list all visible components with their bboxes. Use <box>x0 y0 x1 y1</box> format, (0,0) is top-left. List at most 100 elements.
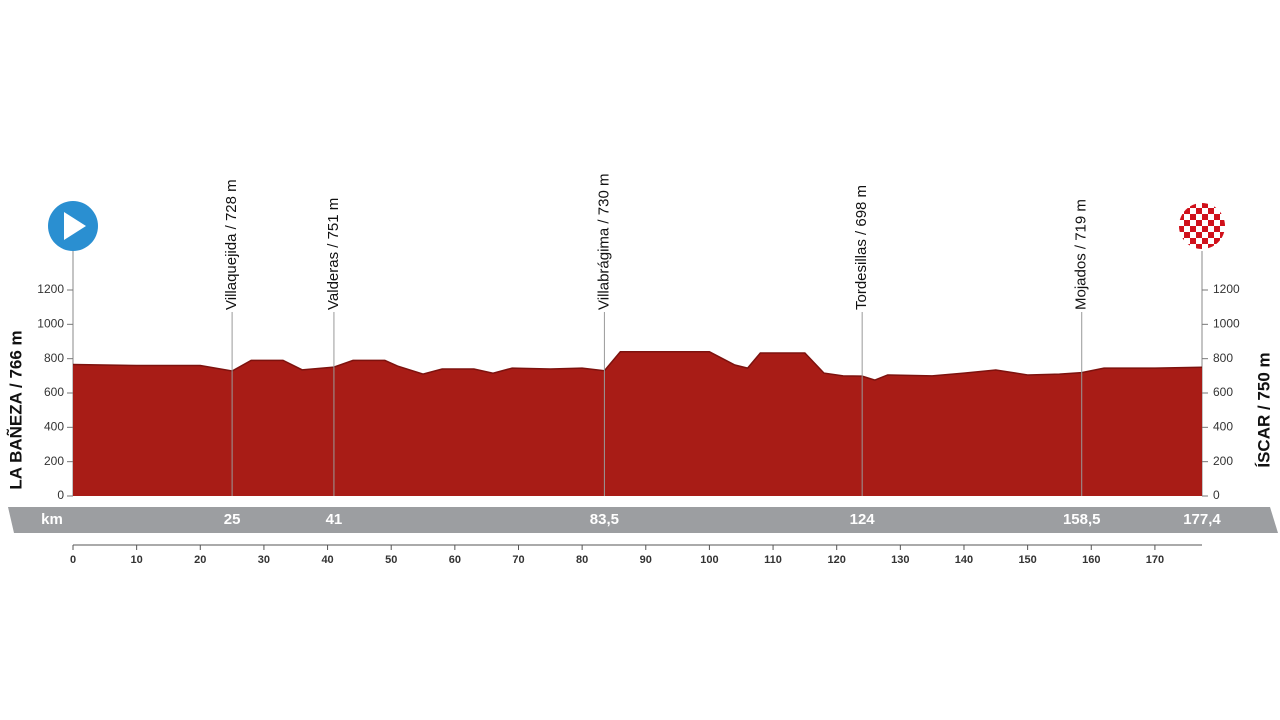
check <box>1184 238 1190 244</box>
check <box>1190 244 1196 249</box>
profile-fill <box>73 351 1202 496</box>
distance-band <box>8 507 1278 533</box>
check <box>1202 220 1208 226</box>
check <box>1196 220 1202 226</box>
check <box>1184 208 1190 214</box>
y-tick-label: 1000 <box>37 317 64 331</box>
check <box>1190 214 1196 220</box>
check <box>1208 208 1214 214</box>
y-tick-label: 400 <box>44 420 64 434</box>
check <box>1196 208 1202 214</box>
check <box>1202 226 1208 232</box>
x-tick-label: 100 <box>700 554 718 566</box>
check <box>1202 238 1208 244</box>
x-tick-label: 110 <box>764 554 782 566</box>
waypoint-name: Tordesillas / 698 m <box>853 185 870 310</box>
y2-tick-label: 400 <box>1213 420 1233 434</box>
x-tick-label: 120 <box>828 554 846 566</box>
check <box>1208 220 1214 226</box>
check <box>1220 220 1225 226</box>
y-tick-label: 1200 <box>37 282 64 296</box>
x-tick-label: 160 <box>1082 554 1100 566</box>
check <box>1208 226 1214 232</box>
x-tick-label: 60 <box>449 554 461 566</box>
y2-tick-label: 1000 <box>1213 317 1240 331</box>
check <box>1220 232 1225 238</box>
check <box>1179 226 1184 232</box>
x-tick-label: 40 <box>321 554 333 566</box>
check <box>1179 244 1184 249</box>
y2-tick-label: 200 <box>1213 454 1233 468</box>
x-tick-label: 50 <box>385 554 397 566</box>
x-tick-label: 130 <box>891 554 909 566</box>
check <box>1196 232 1202 238</box>
check <box>1190 226 1196 232</box>
x-tick-label: 0 <box>70 554 76 566</box>
waypoint-km: 158,5 <box>1063 511 1101 528</box>
check <box>1202 203 1208 208</box>
check <box>1202 214 1208 220</box>
y2-tick-label: 600 <box>1213 385 1233 399</box>
check <box>1184 232 1190 238</box>
check <box>1184 220 1190 226</box>
y-tick-label: 0 <box>57 488 64 502</box>
check <box>1202 244 1208 249</box>
y-tick-label: 600 <box>44 385 64 399</box>
check <box>1202 232 1208 238</box>
check <box>1208 232 1214 238</box>
check <box>1190 208 1196 214</box>
y2-tick-label: 0 <box>1213 488 1220 502</box>
waypoint-name: Villaquejida / 728 m <box>223 179 240 310</box>
check <box>1208 244 1214 249</box>
waypoint-name: Villabrágima / 730 m <box>595 174 612 310</box>
check <box>1179 232 1184 238</box>
check <box>1196 244 1202 249</box>
check <box>1196 226 1202 232</box>
waypoint-name: Valderas / 751 m <box>325 198 342 310</box>
check <box>1179 203 1184 208</box>
check <box>1214 226 1220 232</box>
finish-label: ÍSCAR / 750 m <box>1254 352 1273 467</box>
check <box>1214 208 1220 214</box>
waypoint-km: 124 <box>850 511 876 528</box>
x-tick-label: 70 <box>512 554 524 566</box>
profile-line <box>72 351 1203 381</box>
check <box>1179 214 1184 220</box>
y-tick-label: 200 <box>44 454 64 468</box>
x-tick-label: 170 <box>1146 554 1164 566</box>
check <box>1184 214 1190 220</box>
check <box>1214 220 1220 226</box>
check <box>1190 203 1196 208</box>
distance-unit: km <box>41 511 63 528</box>
waypoint-km: 25 <box>224 511 241 528</box>
y-tick-label: 800 <box>44 351 64 365</box>
finish-icon <box>1177 201 1227 251</box>
check <box>1208 214 1214 220</box>
x-tick-label: 140 <box>955 554 973 566</box>
check <box>1190 220 1196 226</box>
check <box>1190 232 1196 238</box>
start-label: LA BAÑEZA / 766 m <box>5 330 25 489</box>
check <box>1196 238 1202 244</box>
check <box>1202 208 1208 214</box>
check <box>1208 238 1214 244</box>
waypoint-name: Mojados / 719 m <box>1073 199 1090 310</box>
check <box>1208 203 1214 208</box>
check <box>1220 226 1225 232</box>
check <box>1184 226 1190 232</box>
check <box>1190 238 1196 244</box>
start-icon <box>48 201 98 251</box>
waypoint-km: 83,5 <box>590 511 619 528</box>
waypoint-km: 41 <box>326 511 343 528</box>
check <box>1214 238 1220 244</box>
x-tick-label: 80 <box>576 554 588 566</box>
check <box>1220 244 1225 249</box>
x-tick-label: 90 <box>640 554 652 566</box>
check <box>1214 214 1220 220</box>
check <box>1214 232 1220 238</box>
check <box>1220 214 1225 220</box>
check <box>1196 203 1202 208</box>
finish-km: 177,4 <box>1183 511 1221 528</box>
x-tick-label: 150 <box>1018 554 1036 566</box>
